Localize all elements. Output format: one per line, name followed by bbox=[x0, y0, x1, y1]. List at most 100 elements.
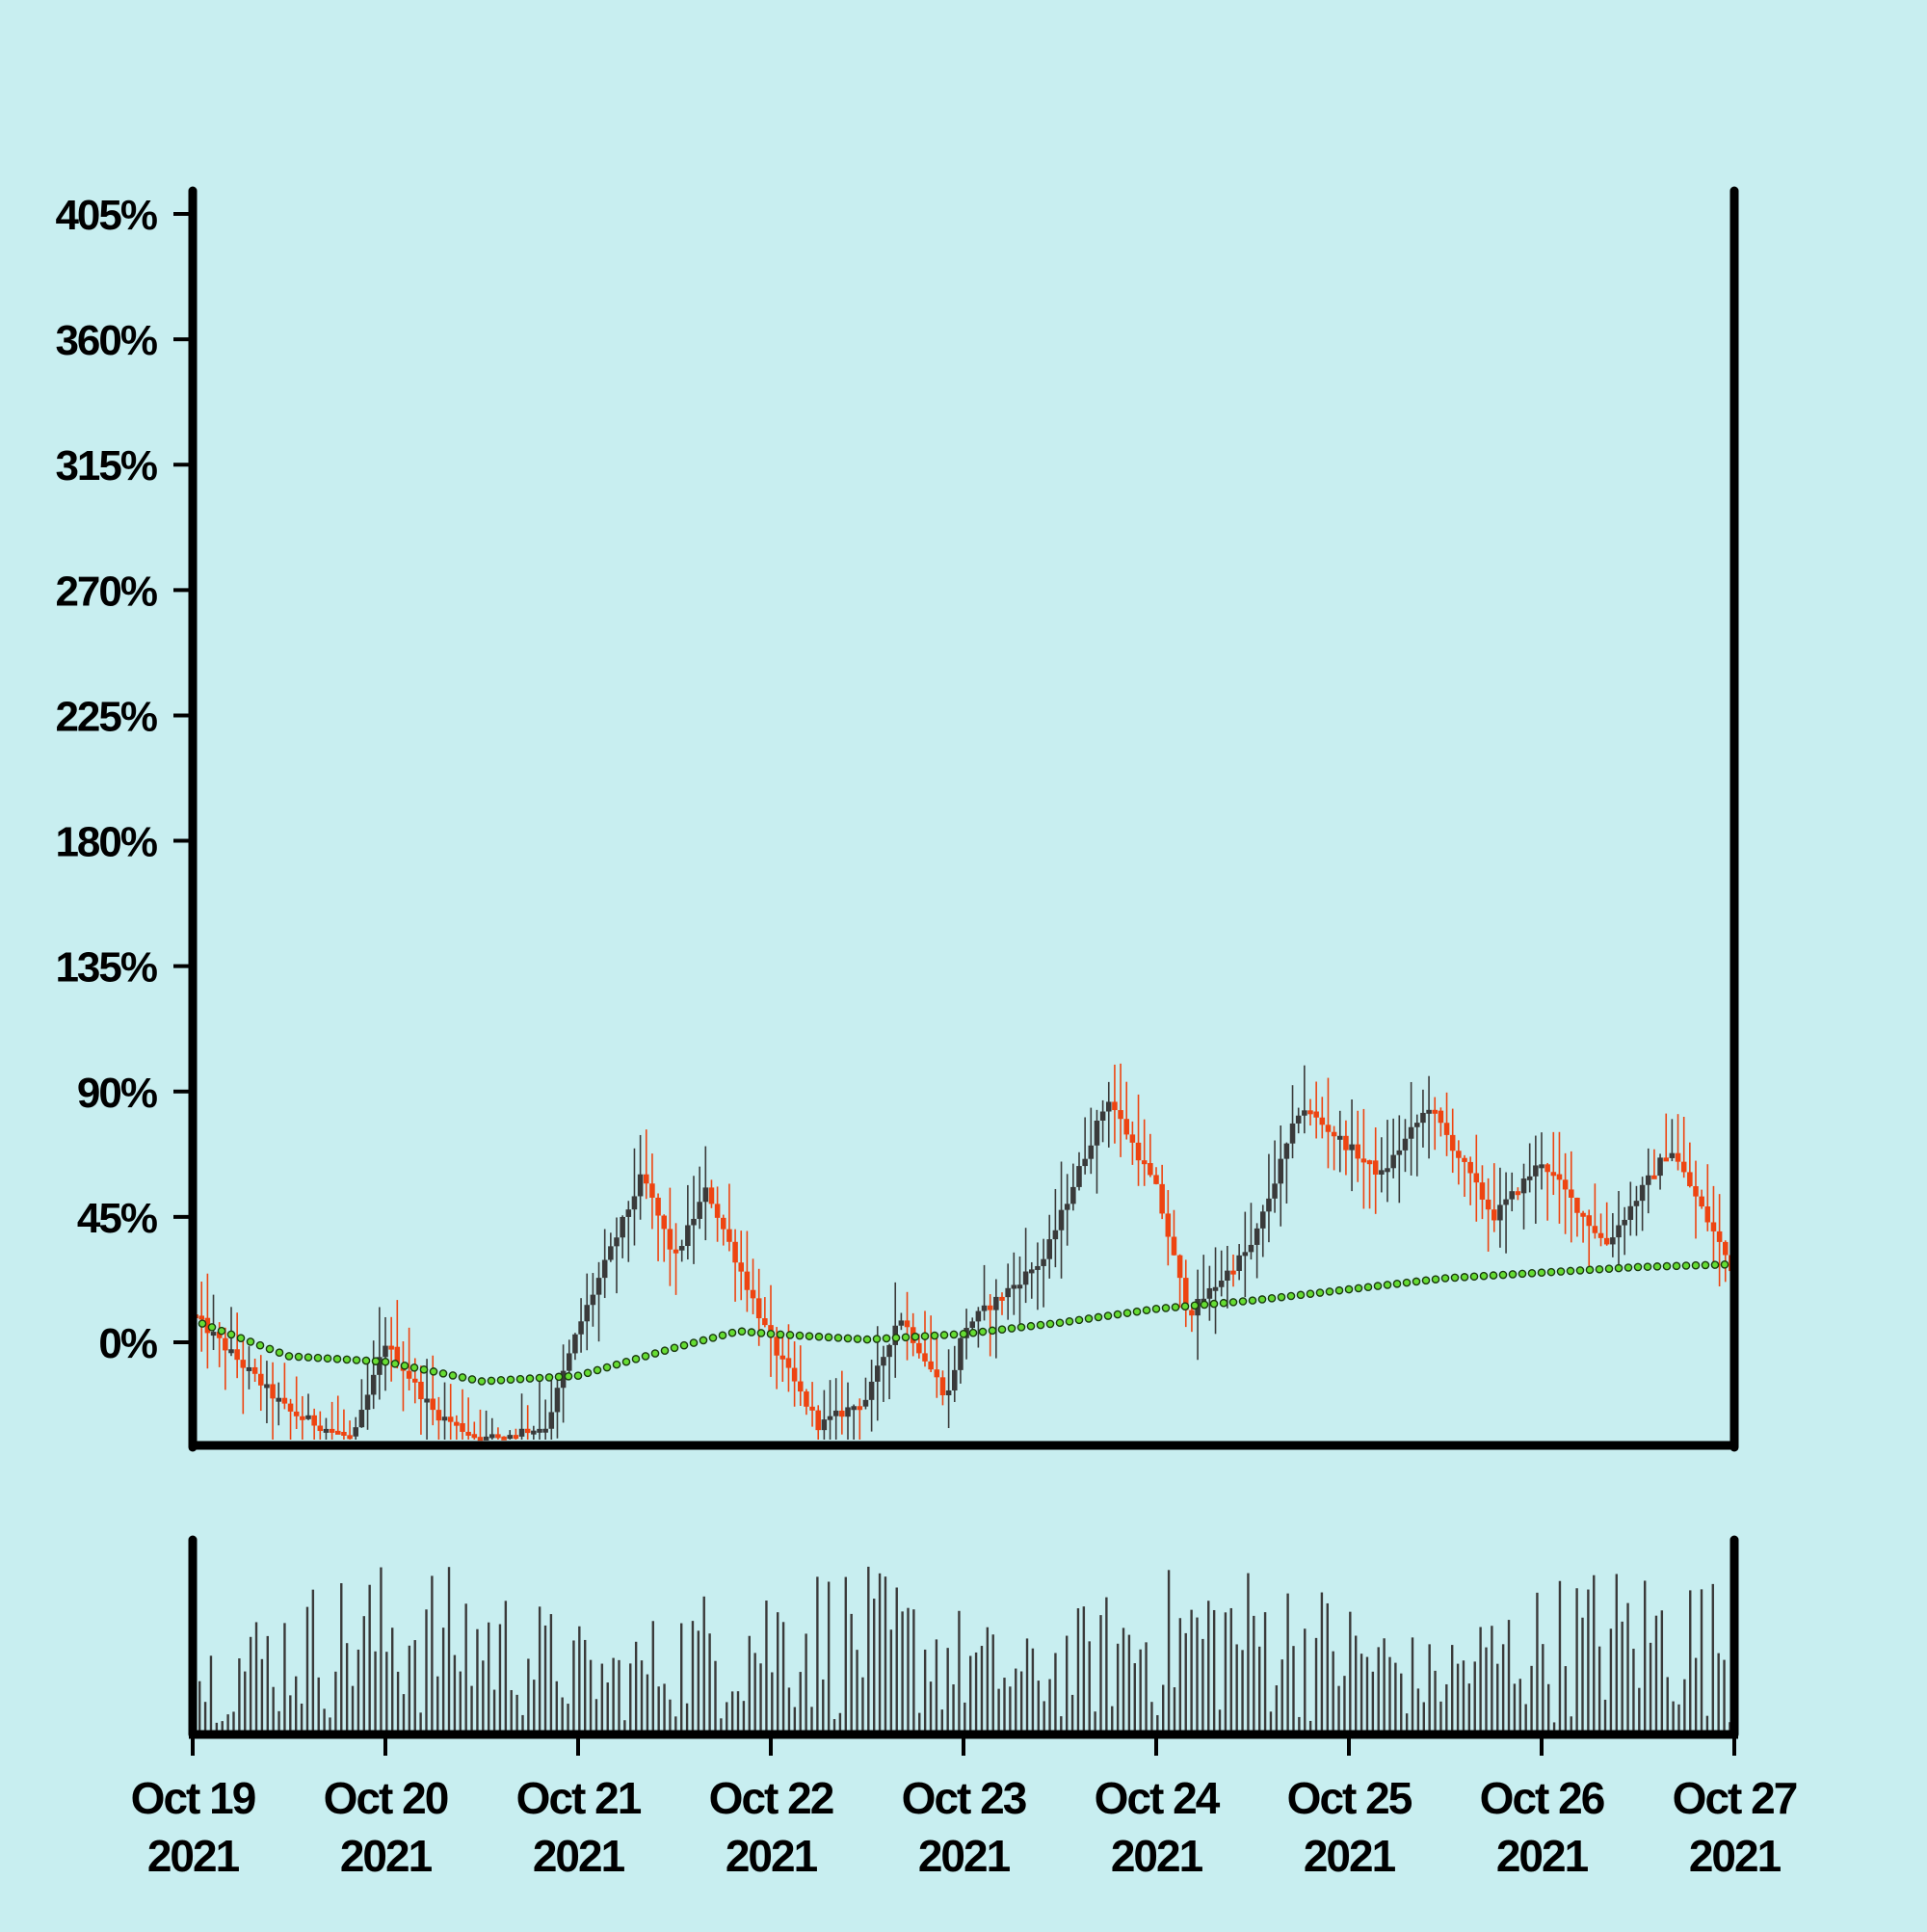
moving-average-point bbox=[814, 1332, 824, 1341]
volume-bar bbox=[561, 1697, 564, 1731]
volume-bar bbox=[1536, 1592, 1539, 1731]
volume-bar bbox=[844, 1576, 847, 1731]
moving-average-point bbox=[1556, 1267, 1566, 1276]
moving-average-point bbox=[1363, 1283, 1373, 1292]
x-tick-label-year: 2021 bbox=[1496, 1831, 1589, 1881]
moving-average-point bbox=[650, 1349, 660, 1358]
volume-bar bbox=[697, 1630, 700, 1731]
volume-bar bbox=[1178, 1618, 1182, 1731]
volume-bar bbox=[260, 1658, 264, 1731]
candle-body bbox=[1420, 1112, 1426, 1124]
candle-body bbox=[1159, 1183, 1165, 1214]
candle-body bbox=[501, 1436, 507, 1441]
candle-body bbox=[1533, 1165, 1539, 1177]
volume-bar bbox=[1048, 1679, 1051, 1731]
moving-average-point bbox=[997, 1325, 1007, 1334]
volume-bar bbox=[929, 1681, 933, 1731]
volume-bar bbox=[1173, 1687, 1176, 1731]
volume-bar bbox=[1644, 1580, 1647, 1731]
candle-body bbox=[471, 1434, 478, 1439]
volume-bar bbox=[1496, 1663, 1499, 1731]
moving-average-point bbox=[284, 1352, 294, 1361]
volume-bar bbox=[822, 1679, 825, 1731]
volume-bar bbox=[1218, 1709, 1222, 1731]
volume-bar bbox=[1615, 1574, 1618, 1731]
moving-average-point bbox=[1710, 1260, 1720, 1269]
volume-bar bbox=[1292, 1646, 1295, 1731]
volume-bar bbox=[669, 1699, 672, 1731]
candle-body bbox=[1106, 1101, 1112, 1112]
volume-bar bbox=[663, 1683, 666, 1731]
moving-average-point bbox=[959, 1330, 968, 1338]
candle-body bbox=[223, 1337, 228, 1351]
moving-average-point bbox=[1498, 1270, 1508, 1280]
moving-average-point bbox=[1643, 1262, 1652, 1271]
volume-bar bbox=[878, 1573, 882, 1731]
moving-average-point bbox=[535, 1373, 544, 1383]
candle-body bbox=[661, 1215, 667, 1230]
volume-bar bbox=[991, 1634, 994, 1731]
y-tick-label: 315% bbox=[55, 442, 156, 490]
candle-body bbox=[240, 1360, 247, 1368]
candle-body bbox=[1497, 1204, 1503, 1221]
candle-body bbox=[1360, 1158, 1367, 1163]
volume-bar bbox=[1286, 1593, 1289, 1731]
candle-body bbox=[293, 1411, 300, 1416]
volume-bar bbox=[623, 1720, 626, 1731]
candle-body bbox=[845, 1407, 851, 1417]
moving-average-point bbox=[593, 1365, 602, 1375]
moving-average-point bbox=[1074, 1315, 1084, 1325]
candle-body bbox=[1076, 1166, 1082, 1187]
volume-bar bbox=[1705, 1715, 1709, 1731]
moving-average-point bbox=[1190, 1301, 1200, 1310]
moving-average-point bbox=[448, 1371, 458, 1380]
candle-body bbox=[1064, 1204, 1070, 1210]
candle-body bbox=[1005, 1287, 1011, 1298]
moving-average-point bbox=[313, 1353, 323, 1363]
candle-body bbox=[726, 1229, 732, 1242]
volume-bar bbox=[1445, 1683, 1448, 1731]
moving-average-point bbox=[737, 1327, 747, 1337]
candle-body bbox=[246, 1366, 252, 1371]
volume-bar bbox=[850, 1613, 853, 1731]
candle-body bbox=[1509, 1191, 1515, 1200]
volume-bar bbox=[1570, 1716, 1572, 1731]
candle-body bbox=[1129, 1134, 1136, 1143]
volume-bar bbox=[1524, 1704, 1527, 1731]
volume-bar bbox=[380, 1567, 383, 1731]
candle-body bbox=[578, 1321, 584, 1335]
candle-body bbox=[1462, 1157, 1467, 1162]
candle-body bbox=[1473, 1173, 1480, 1183]
moving-average-point bbox=[776, 1330, 785, 1339]
moving-average-point bbox=[1334, 1285, 1344, 1295]
moving-average-point bbox=[1132, 1307, 1142, 1316]
moving-average-point bbox=[949, 1330, 959, 1339]
volume-bar bbox=[1229, 1607, 1232, 1731]
candle-body bbox=[1716, 1231, 1723, 1242]
moving-average-point bbox=[1614, 1263, 1623, 1273]
moving-average-point bbox=[1248, 1296, 1257, 1305]
candle-body bbox=[548, 1412, 555, 1429]
volume-bar bbox=[1111, 1706, 1114, 1731]
moving-average-point bbox=[381, 1357, 390, 1366]
volume-bar bbox=[538, 1606, 541, 1731]
volume-bar bbox=[674, 1716, 677, 1731]
candle-body bbox=[258, 1373, 264, 1386]
candle-body bbox=[323, 1428, 330, 1433]
volume-bar bbox=[685, 1703, 689, 1731]
candle-body bbox=[868, 1381, 875, 1400]
moving-average-point bbox=[246, 1337, 255, 1346]
moving-average-point bbox=[1354, 1284, 1363, 1293]
volume-bar bbox=[470, 1685, 473, 1731]
moving-average-point bbox=[891, 1334, 901, 1342]
volume-bar bbox=[1467, 1683, 1471, 1731]
volume-bar bbox=[1070, 1694, 1074, 1731]
volume-bar bbox=[1298, 1716, 1301, 1731]
candle-body bbox=[738, 1262, 744, 1272]
candle-body bbox=[489, 1434, 495, 1439]
moving-average-point bbox=[1604, 1264, 1614, 1273]
candle-body bbox=[1343, 1135, 1349, 1151]
moving-average-point bbox=[458, 1373, 467, 1382]
volume-bar bbox=[1660, 1610, 1664, 1731]
volume-bar bbox=[249, 1636, 252, 1731]
